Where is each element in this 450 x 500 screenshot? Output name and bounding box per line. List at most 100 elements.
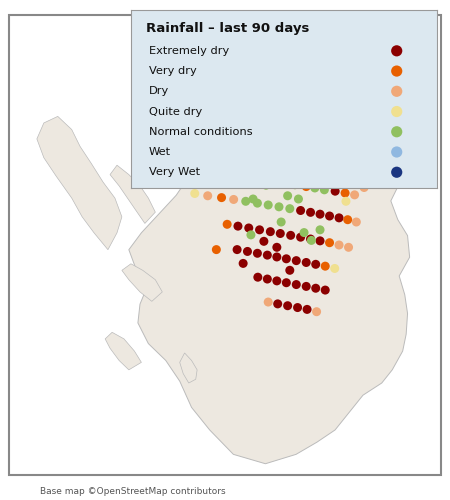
Text: Rainfall – last 90 days: Rainfall – last 90 days xyxy=(146,22,309,36)
Point xyxy=(317,162,324,170)
Point xyxy=(321,186,328,194)
Point xyxy=(286,204,293,212)
Point xyxy=(257,120,264,128)
Point xyxy=(351,150,358,158)
Point xyxy=(218,194,225,202)
Point xyxy=(255,176,262,184)
Point xyxy=(316,226,324,234)
Point xyxy=(352,138,359,145)
Point xyxy=(282,140,289,148)
Point xyxy=(351,166,358,174)
Point xyxy=(342,135,349,143)
Point xyxy=(298,158,306,166)
Text: Dry: Dry xyxy=(149,86,169,97)
Point xyxy=(278,218,285,226)
Point xyxy=(284,302,291,310)
Point xyxy=(393,168,400,176)
Point xyxy=(329,163,337,171)
Point xyxy=(326,212,333,220)
Point xyxy=(292,84,300,92)
Point xyxy=(277,230,284,237)
Point xyxy=(301,228,308,236)
Point xyxy=(393,88,400,96)
Point xyxy=(351,86,358,94)
Point xyxy=(159,140,166,148)
Point xyxy=(272,156,279,164)
Point xyxy=(272,124,279,132)
Point xyxy=(297,233,304,241)
Point xyxy=(272,28,279,36)
Point xyxy=(242,198,249,205)
Text: Very Wet: Very Wet xyxy=(149,167,200,177)
Point xyxy=(327,66,334,74)
Point xyxy=(322,286,329,294)
Point xyxy=(194,146,201,154)
Polygon shape xyxy=(105,332,141,370)
Point xyxy=(310,68,317,76)
Point xyxy=(322,262,329,270)
Point xyxy=(262,181,270,189)
Point xyxy=(247,152,254,160)
Point xyxy=(287,232,294,239)
Point xyxy=(204,192,212,200)
Polygon shape xyxy=(129,42,410,464)
Point xyxy=(298,128,306,136)
Point xyxy=(333,81,340,89)
Point xyxy=(335,214,342,222)
Polygon shape xyxy=(110,165,155,224)
Point xyxy=(317,131,324,139)
Point xyxy=(333,148,340,156)
Point xyxy=(267,228,274,235)
Point xyxy=(393,148,400,156)
Point xyxy=(292,180,299,188)
Point xyxy=(320,146,327,154)
Point xyxy=(308,130,315,138)
Point xyxy=(234,222,242,230)
Point xyxy=(274,300,281,308)
Point xyxy=(224,220,231,228)
Point xyxy=(213,246,220,254)
Point xyxy=(342,189,349,197)
Point xyxy=(332,187,339,195)
Point xyxy=(166,144,173,152)
Polygon shape xyxy=(37,116,122,250)
Point xyxy=(292,280,300,288)
Point xyxy=(228,174,235,182)
Point xyxy=(340,164,347,172)
Point xyxy=(256,226,263,234)
Point xyxy=(265,201,272,209)
Point xyxy=(362,168,369,176)
Polygon shape xyxy=(122,264,162,302)
Point xyxy=(273,253,280,261)
Text: Base map ©OpenStreetMap contributors: Base map ©OpenStreetMap contributors xyxy=(40,487,226,496)
Point xyxy=(260,238,267,246)
Point xyxy=(307,235,314,243)
Point xyxy=(302,282,310,290)
Point xyxy=(307,208,314,216)
Point xyxy=(308,236,315,244)
Point xyxy=(295,195,302,203)
Point xyxy=(265,123,272,131)
Point xyxy=(285,126,292,134)
Point xyxy=(249,116,256,124)
Point xyxy=(242,176,249,184)
Point xyxy=(254,250,261,258)
Point xyxy=(393,128,400,136)
Point xyxy=(345,244,352,252)
Point xyxy=(335,241,342,249)
Point xyxy=(309,144,316,152)
Point xyxy=(393,67,400,75)
Point xyxy=(283,278,290,286)
Point xyxy=(269,178,276,186)
Point xyxy=(317,93,324,101)
Point xyxy=(234,246,241,254)
Point xyxy=(238,158,245,166)
Point xyxy=(302,258,310,266)
Point xyxy=(311,184,319,192)
Point xyxy=(286,79,293,87)
Point xyxy=(283,255,290,263)
Point xyxy=(284,192,291,200)
Point xyxy=(254,273,261,281)
Point xyxy=(316,210,324,218)
Point xyxy=(351,191,358,199)
